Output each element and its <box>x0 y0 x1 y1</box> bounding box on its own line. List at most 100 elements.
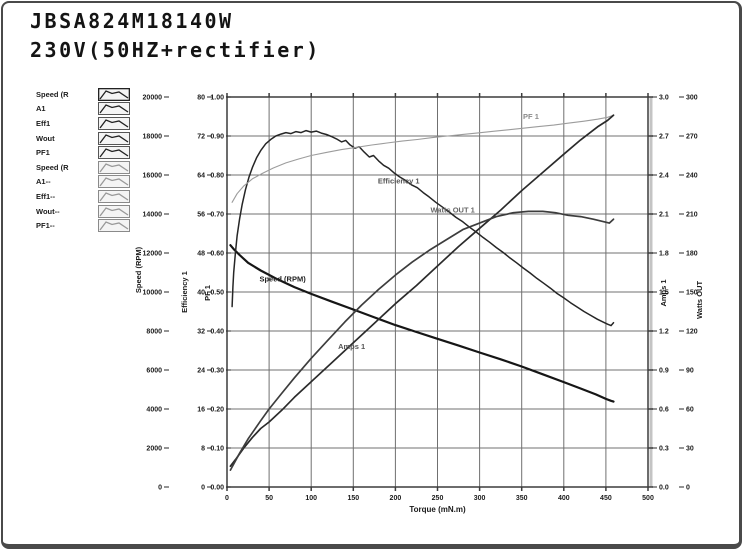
svg-text:180: 180 <box>686 251 698 258</box>
svg-text:Efficiency 1: Efficiency 1 <box>180 271 189 313</box>
svg-text:500: 500 <box>642 495 654 502</box>
legend-item-label: Eff1-- <box>36 191 56 201</box>
legend-item-label: PF1-- <box>36 221 55 231</box>
curve-thumbnail-icon <box>98 189 130 203</box>
svg-text:300: 300 <box>474 495 486 502</box>
svg-text:0.9: 0.9 <box>659 368 669 375</box>
svg-text:Speed (RPM): Speed (RPM) <box>134 246 143 293</box>
curve-label-watts-out-1: Watts OUT 1 <box>430 206 474 215</box>
legend-item-wout[interactable]: Wout <box>36 131 130 146</box>
svg-text:200: 200 <box>390 495 402 502</box>
svg-text:2.7: 2.7 <box>659 134 669 141</box>
svg-text:24: 24 <box>197 368 205 375</box>
svg-text:16000: 16000 <box>143 173 163 180</box>
svg-text:0.20: 0.20 <box>210 407 224 414</box>
svg-text:72: 72 <box>197 134 205 141</box>
curve-thumbnail-icon <box>98 219 130 233</box>
svg-text:0: 0 <box>201 485 205 492</box>
curve-label-pf-1: PF 1 <box>523 112 539 121</box>
svg-text:30: 30 <box>686 446 694 453</box>
svg-text:2.1: 2.1 <box>659 212 669 219</box>
curve-thumbnail-icon <box>98 87 130 101</box>
svg-text:0.0: 0.0 <box>659 485 669 492</box>
legend-item-speed-r[interactable]: Speed (R <box>36 87 130 102</box>
x-axis-torque: 0 50 100 150 200 250 300 350 400 450 500 Torque (mN… <box>225 495 654 514</box>
svg-text:8: 8 <box>201 446 205 453</box>
svg-text:50: 50 <box>265 495 273 502</box>
y-axis-speed: 2000018000160001400012000100008000600040… <box>134 95 169 492</box>
legend-item-a1[interactable]: A1 <box>36 102 130 117</box>
legend-item-pf1[interactable]: PF1 <box>36 145 130 160</box>
svg-text:150: 150 <box>347 495 359 502</box>
title-block: JBSA824M18140W 230V(50HZ+rectifier) <box>30 7 321 65</box>
svg-text:100: 100 <box>305 495 317 502</box>
svg-text:0.50: 0.50 <box>210 290 224 297</box>
svg-text:0.10: 0.10 <box>210 446 224 453</box>
svg-text:240: 240 <box>686 173 698 180</box>
svg-text:2.4: 2.4 <box>659 173 669 180</box>
legend-item-label: A1-- <box>36 177 51 187</box>
legend-item-a1-[interactable]: A1-- <box>36 175 130 190</box>
svg-text:14000: 14000 <box>143 212 163 219</box>
svg-text:0.40: 0.40 <box>210 329 224 336</box>
svg-text:0: 0 <box>225 495 229 502</box>
svg-text:0.80: 0.80 <box>210 173 224 180</box>
svg-text:48: 48 <box>197 251 205 258</box>
curve-thumbnail-icon <box>98 102 130 116</box>
legend-item-label: Wout <box>36 133 55 143</box>
legend-item-label: PF1 <box>36 148 50 158</box>
svg-text:Torque (mN.m): Torque (mN.m) <box>409 505 466 514</box>
curve-thumbnail-icon <box>98 175 130 189</box>
curve-thumbnail-icon <box>98 160 130 174</box>
legend-item-label: Wout-- <box>36 206 60 216</box>
legend-item-wout-[interactable]: Wout-- <box>36 204 130 219</box>
svg-text:PF 1: PF 1 <box>203 285 212 301</box>
curve-efficiency-1 <box>231 129 615 327</box>
legend-item-eff1-[interactable]: Eff1-- <box>36 189 130 204</box>
svg-text:0.6: 0.6 <box>659 407 669 414</box>
svg-text:0.30: 0.30 <box>210 368 224 375</box>
svg-text:0: 0 <box>686 485 690 492</box>
svg-text:450: 450 <box>600 495 612 502</box>
svg-text:250: 250 <box>432 495 444 502</box>
svg-text:3.0: 3.0 <box>659 95 669 102</box>
curve-thumbnail-icon <box>98 116 130 130</box>
curve-label-efficiency-1: Efficiency 1 <box>378 176 420 185</box>
svg-text:12000: 12000 <box>143 251 163 258</box>
svg-text:Watts OUT: Watts OUT <box>695 281 704 319</box>
svg-text:10000: 10000 <box>143 290 163 297</box>
legend-item-label: Speed (R <box>36 89 69 99</box>
svg-text:120: 120 <box>686 329 698 336</box>
svg-text:32: 32 <box>197 329 205 336</box>
legend-item-label: A1 <box>36 104 46 114</box>
grid-lines <box>226 96 649 488</box>
curve-thumbnail-icon <box>98 131 130 145</box>
voltage-subtitle: 230V(50HZ+rectifier) <box>30 38 321 62</box>
legend-item-label: Eff1 <box>36 118 51 128</box>
curve-thumbnail-icon <box>98 204 130 218</box>
svg-text:Amps 1: Amps 1 <box>659 279 668 306</box>
svg-text:0.70: 0.70 <box>210 212 224 219</box>
svg-text:40: 40 <box>197 290 205 297</box>
svg-text:80: 80 <box>197 95 205 102</box>
legend: Speed (R A1 Eff1 Wout PF1 Speed (R A1-- Eff1-- W… <box>36 87 130 233</box>
svg-text:1.2: 1.2 <box>659 329 669 336</box>
svg-text:8000: 8000 <box>146 329 162 336</box>
curve-thumbnail-icon <box>98 146 130 160</box>
legend-item-eff1[interactable]: Eff1 <box>36 116 130 131</box>
curve-watts-out-1 <box>229 210 615 471</box>
curve-speed-rpm <box>229 244 615 403</box>
svg-text:210: 210 <box>686 212 698 219</box>
svg-text:2000: 2000 <box>146 446 162 453</box>
svg-text:0.60: 0.60 <box>210 251 224 258</box>
svg-text:16: 16 <box>197 407 205 414</box>
legend-item-speed-r[interactable]: Speed (R <box>36 160 130 175</box>
svg-text:1.00: 1.00 <box>210 95 224 102</box>
svg-text:0.00: 0.00 <box>210 485 224 492</box>
model-title: JBSA824M18140W <box>30 9 234 33</box>
y-axis-pf: 1.00 0.90 0.80 0.70 0.60 0.50 0.40 0.30 0.20 0.10… <box>203 95 231 492</box>
legend-item-pf1-[interactable]: PF1-- <box>36 218 130 233</box>
svg-text:400: 400 <box>558 495 570 502</box>
